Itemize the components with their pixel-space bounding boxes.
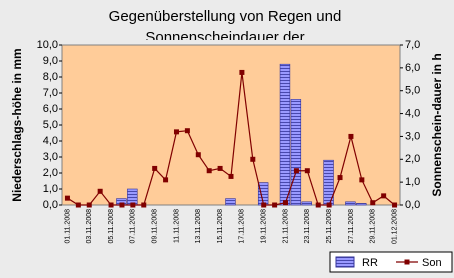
line-marker: [283, 200, 289, 206]
chart-title: Gegenüberstellung von Regen und: [109, 8, 342, 25]
line-marker: [250, 156, 256, 162]
line-marker: [261, 202, 267, 208]
y-tick-label: 5,0: [43, 119, 58, 131]
bar: [279, 63, 291, 206]
line-marker: [370, 200, 376, 206]
y2-tick-label: 3,0: [405, 130, 420, 142]
line-marker: [64, 195, 70, 201]
x-tick-label: 13.11.2008: [195, 209, 202, 244]
y-axis-title: Niederschlags-höhe in mm: [10, 48, 24, 201]
bar: [290, 99, 302, 206]
y-tick-label: 4,0: [43, 135, 58, 147]
line-marker: [272, 202, 278, 208]
plot-area: [61, 44, 401, 206]
chart-title: Sonnenscheindauer der: [145, 29, 304, 46]
x-tick-label: 27.11.2008: [348, 209, 355, 244]
line-marker: [392, 202, 398, 208]
line-marker: [315, 202, 321, 208]
x-tick-label: 19.11.2008: [261, 209, 268, 244]
line-marker: [195, 152, 201, 158]
legend-label: RR: [362, 257, 378, 269]
x-tick-label: 03.11.2008: [86, 209, 93, 244]
y-tick-label: 1,0: [43, 183, 58, 195]
x-tick-label: 09.11.2008: [152, 209, 159, 244]
x-tick-label: 23.11.2008: [304, 209, 311, 244]
x-tick-label: 29.11.2008: [370, 209, 377, 244]
line-marker: [184, 128, 190, 134]
y-tick-label: 10,0: [37, 39, 58, 51]
y2-tick-label: 7,0: [405, 39, 420, 51]
y-tick-label: 9,0: [43, 55, 58, 67]
line-marker: [141, 202, 147, 208]
y-tick-label: 3,0: [43, 151, 58, 163]
y2-tick-label: 4,0: [405, 107, 420, 119]
line-marker: [75, 202, 81, 208]
line-marker: [130, 202, 136, 208]
y2-tick-label: 6,0: [405, 62, 420, 74]
line-marker: [163, 177, 169, 183]
y2-tick-label: 0,0: [405, 199, 420, 211]
y2-axis-title: Sonnenschein-dauer in h: [430, 53, 444, 196]
y-tick-label: 2,0: [43, 167, 58, 179]
bar: [345, 201, 356, 206]
bar: [301, 201, 312, 206]
x-tick-label: 21.11.2008: [282, 209, 289, 244]
line-marker: [97, 188, 103, 194]
line-marker: [348, 133, 354, 139]
y2-tick-label: 2,0: [405, 153, 420, 165]
y-tick-label: 6,0: [43, 103, 58, 115]
line-marker: [152, 165, 158, 171]
line-marker: [173, 129, 179, 135]
legend-marker: [404, 259, 410, 265]
x-tick-label: 01.12.2008: [391, 209, 398, 244]
legend-box: [329, 251, 453, 273]
legend-label: Son: [422, 257, 442, 269]
bar: [225, 198, 236, 206]
x-tick-label: 01.11.2008: [64, 209, 71, 244]
legend-swatch: [335, 256, 355, 268]
y-tick-label: 0,0: [43, 199, 58, 211]
x-tick-label: 15.11.2008: [217, 209, 224, 244]
x-tick-label: 25.11.2008: [326, 209, 333, 244]
line-marker: [381, 193, 387, 199]
x-tick-label: 17.11.2008: [239, 209, 246, 244]
line-marker: [337, 175, 343, 181]
line-marker: [86, 202, 92, 208]
x-tick-label: 05.11.2008: [108, 209, 115, 244]
line-marker: [239, 69, 245, 75]
line-marker: [304, 168, 310, 174]
line-marker: [228, 173, 234, 179]
x-tick-label: 11.11.2008: [173, 209, 180, 243]
line-marker: [326, 202, 332, 208]
line-marker: [108, 202, 114, 208]
bar: [356, 203, 367, 206]
y2-tick-label: 5,0: [405, 85, 420, 97]
y2-tick-label: 1,0: [405, 176, 420, 188]
line-marker: [359, 177, 365, 183]
line-marker: [206, 168, 212, 174]
y-tick-label: 8,0: [43, 71, 58, 83]
line-marker: [119, 202, 125, 208]
y-tick-label: 7,0: [43, 87, 58, 99]
line-marker: [217, 165, 223, 171]
x-tick-label: 07.11.2008: [130, 209, 137, 244]
line-marker: [293, 168, 299, 174]
